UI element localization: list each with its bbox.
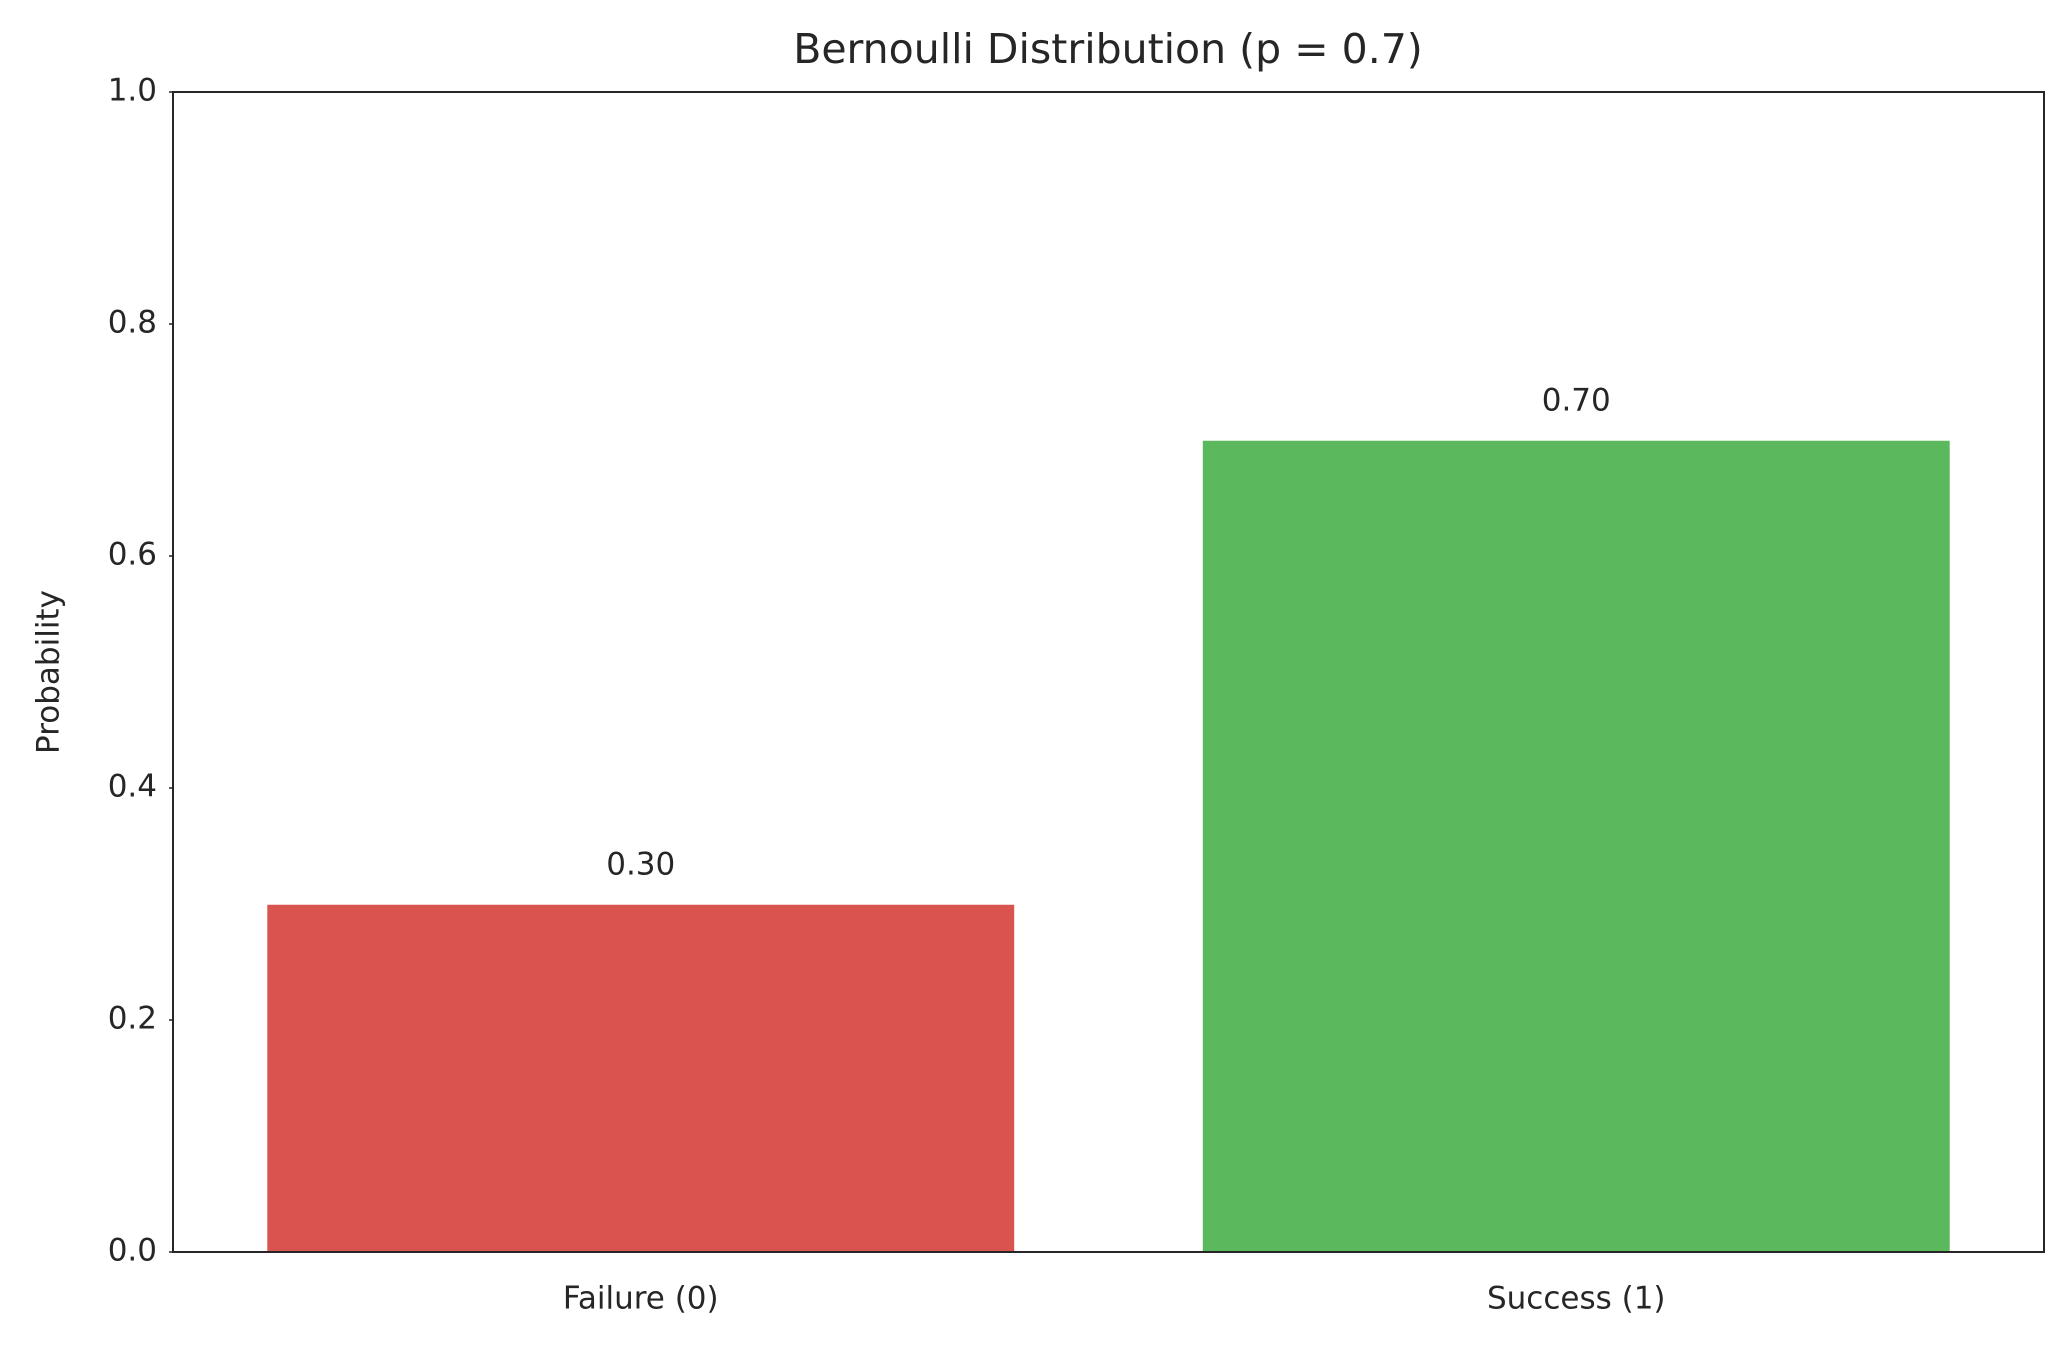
chart-title: Bernoulli Distribution (p = 0.7) bbox=[793, 25, 1423, 73]
y-tick-label: 0.4 bbox=[108, 769, 157, 805]
y-tick-label: 0.8 bbox=[108, 305, 157, 341]
y-tick-label: 0.2 bbox=[108, 1001, 157, 1037]
y-tick-label: 1.0 bbox=[108, 73, 157, 109]
y-axis-label: Probability bbox=[31, 590, 67, 754]
bar bbox=[1201, 439, 1952, 1253]
y-tick-label: 0.6 bbox=[108, 537, 157, 573]
y-tick-label: 0.0 bbox=[108, 1233, 157, 1269]
value-label: 0.30 bbox=[606, 847, 675, 883]
x-tick-label: Success (1) bbox=[1487, 1281, 1666, 1317]
plot-frame bbox=[172, 91, 2045, 1253]
value-label: 0.70 bbox=[1542, 383, 1611, 419]
bar bbox=[265, 903, 1016, 1253]
x-tick-label: Failure (0) bbox=[563, 1281, 719, 1317]
